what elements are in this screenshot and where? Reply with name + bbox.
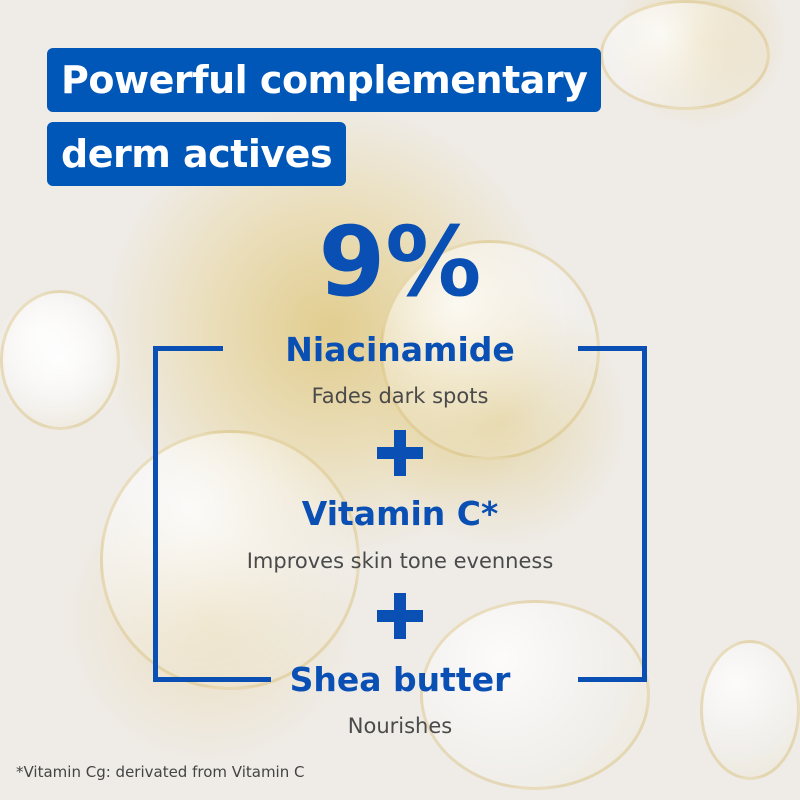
bubble-decoration (0, 290, 120, 430)
headline-line-2: derm actives (47, 122, 347, 186)
ingredient-name: Vitamin C* (301, 494, 499, 533)
bubble-decoration (700, 640, 800, 780)
percentage: 9% (318, 206, 482, 318)
headline-line-1: Powerful complementary (47, 48, 602, 112)
bubble-decoration (600, 0, 770, 110)
bracket-right (578, 346, 647, 351)
plus-icon (377, 593, 423, 639)
bubble-decoration (380, 240, 600, 460)
bracket-right (578, 677, 647, 682)
bubble-decoration (100, 430, 360, 690)
bracket-right (642, 346, 647, 682)
footnote: *Vitamin Cg: derivated from Vitamin C (16, 763, 305, 781)
ingredient-benefit: Fades dark spots (311, 384, 489, 408)
bracket-left (153, 346, 158, 682)
ingredient-name: Shea butter (289, 660, 511, 699)
bubble-decoration (420, 600, 650, 790)
ingredient-benefit: Nourishes (347, 714, 453, 738)
plus-icon (377, 430, 423, 476)
bracket-left (153, 346, 223, 351)
ingredient-benefit: Improves skin tone evenness (246, 549, 554, 573)
ingredient-name: Niacinamide (285, 330, 515, 369)
bracket-left (153, 677, 271, 682)
